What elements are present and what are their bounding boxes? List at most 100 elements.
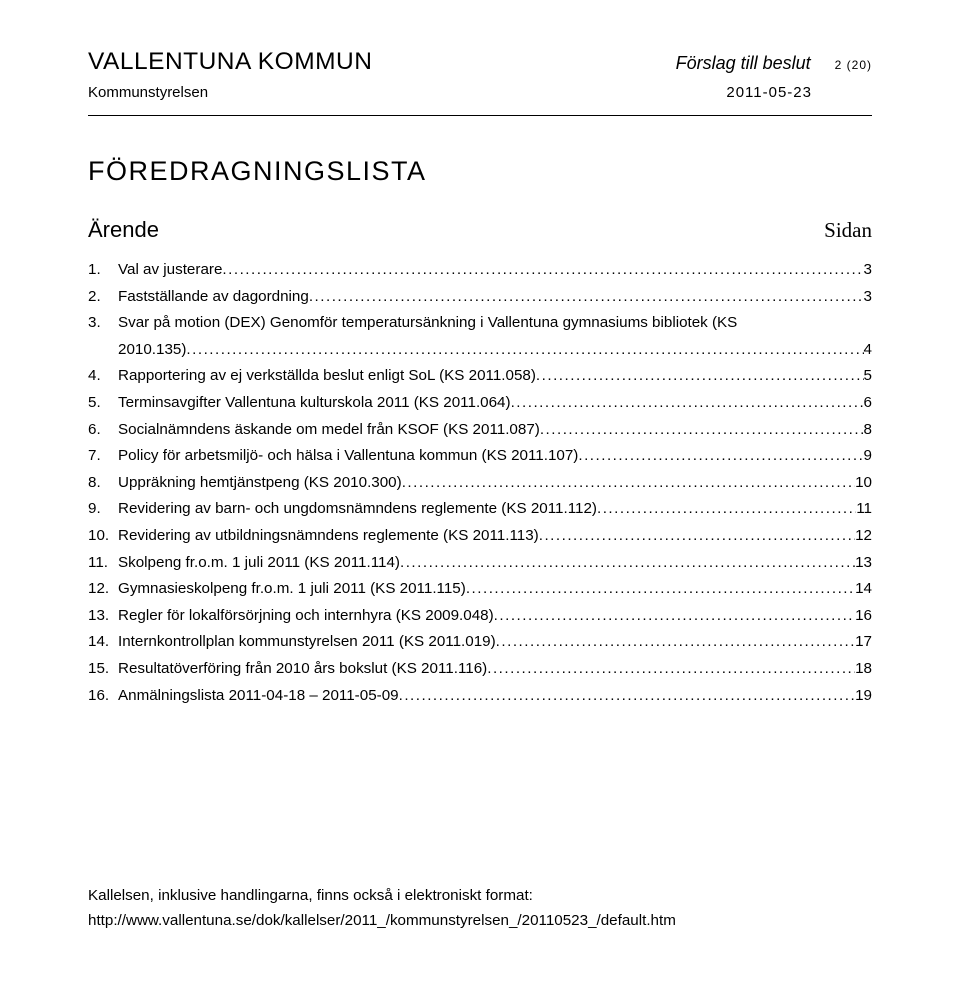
header-divider [88, 115, 872, 116]
agenda-item-title: Revidering av barn- och ungdomsnämndens … [118, 496, 597, 523]
agenda-item-title: Revidering av utbildningsnämndens reglem… [118, 523, 539, 550]
agenda-item-title: Svar på motion (DEX) Genomför temperatur… [118, 310, 737, 337]
agenda-item-title: Terminsavgifter Vallentuna kulturskola 2… [118, 390, 511, 417]
agenda-item-line2: 2010.135) 4 [118, 337, 872, 364]
agenda-item-number: 16. [88, 683, 118, 710]
agenda-item-number: 4. [88, 363, 118, 390]
agenda-item-page: 3 [864, 257, 872, 284]
leader-dots [496, 629, 855, 656]
committee-name: Kommunstyrelsen [88, 84, 208, 101]
agenda-item-number: 15. [88, 656, 118, 683]
agenda-item-number: 6. [88, 417, 118, 444]
organization-name: VALLENTUNA KOMMUN [88, 48, 372, 76]
agenda-item-title-cont: 2010.135) [118, 337, 186, 364]
agenda-item-number: 11. [88, 550, 118, 577]
agenda-item-number: 14. [88, 629, 118, 656]
agenda-item: 12.Gymnasieskolpeng fr.o.m. 1 juli 2011 … [88, 576, 872, 603]
agenda-item: 9.Revidering av barn- och ungdomsnämnden… [88, 496, 872, 523]
document-page: VALLENTUNA KOMMUN Förslag till beslut 2 … [0, 0, 960, 983]
agenda-item-title: Gymnasieskolpeng fr.o.m. 1 juli 2011 (KS… [118, 576, 466, 603]
agenda-item: 14.Internkontrollplan kommunstyrelsen 20… [88, 629, 872, 656]
agenda-item-title: Val av justerare [118, 257, 222, 284]
leader-dots [540, 417, 864, 444]
agenda-item-page: 17 [855, 629, 872, 656]
leader-dots [494, 603, 855, 630]
leader-dots [578, 443, 863, 470]
agenda-list: 1.Val av justerare 32.Fastställande av d… [88, 257, 872, 709]
agenda-item-line1: 3.Svar på motion (DEX) Genomför temperat… [88, 310, 872, 337]
page-footer: Kallelsen, inklusive handlingarna, finns… [88, 884, 872, 933]
agenda-item-title: Uppräkning hemtjänstpeng (KS 2010.300) [118, 470, 402, 497]
agenda-item-number: 8. [88, 470, 118, 497]
agenda-item: 11.Skolpeng fr.o.m. 1 juli 2011 (KS 2011… [88, 550, 872, 577]
agenda-item: 5.Terminsavgifter Vallentuna kulturskola… [88, 390, 872, 417]
agenda-item-title: Skolpeng fr.o.m. 1 juli 2011 (KS 2011.11… [118, 550, 400, 577]
agenda-item: 1.Val av justerare 3 [88, 257, 872, 284]
page-count: 2 (20) [835, 58, 872, 72]
agenda-item-page: 6 [864, 390, 872, 417]
leader-dots [539, 523, 855, 550]
agenda-item: 2.Fastställande av dagordning 3 [88, 284, 872, 311]
leader-dots [402, 470, 855, 497]
proposal-label: Förslag till beslut [676, 53, 811, 74]
leader-dots [399, 683, 856, 710]
agenda-item-page: 11 [856, 496, 872, 523]
header-row-2: Kommunstyrelsen 2011-05-23 [88, 84, 872, 101]
agenda-item: 15.Resultatöverföring från 2010 års boks… [88, 656, 872, 683]
agenda-item-title: Resultatöverföring från 2010 års bokslut… [118, 656, 487, 683]
agenda-item-number: 5. [88, 390, 118, 417]
agenda-item-page: 3 [864, 284, 872, 311]
agenda-item-number: 12. [88, 576, 118, 603]
footer-line2: http://www.vallentuna.se/dok/kallelser/2… [88, 909, 872, 933]
agenda-item-page: 4 [864, 337, 872, 364]
footer-line1: Kallelsen, inklusive handlingarna, finns… [88, 884, 872, 908]
agenda-item-title: Policy för arbetsmiljö- och hälsa i Vall… [118, 443, 578, 470]
agenda-item-title: Rapportering av ej verkställda beslut en… [118, 363, 536, 390]
agenda-item-number: 13. [88, 603, 118, 630]
leader-dots [186, 337, 863, 364]
agenda-item-page: 16 [855, 603, 872, 630]
list-title: FÖREDRAGNINGSLISTA [88, 156, 872, 187]
leader-dots [487, 656, 855, 683]
header-row-1: VALLENTUNA KOMMUN Förslag till beslut 2 … [88, 48, 872, 76]
leader-dots [511, 390, 864, 417]
agenda-item-number: 10. [88, 523, 118, 550]
agenda-item-title: Internkontrollplan kommunstyrelsen 2011 … [118, 629, 496, 656]
agenda-item-page: 5 [864, 363, 872, 390]
agenda-item-title: Socialnämndens äskande om medel från KSO… [118, 417, 540, 444]
agenda-item: 4.Rapportering av ej verkställda beslut … [88, 363, 872, 390]
agenda-item-number: 9. [88, 496, 118, 523]
agenda-item-number: 1. [88, 257, 118, 284]
agenda-item-title: Regler för lokalförsörjning och internhy… [118, 603, 494, 630]
column-header-item: Ärende [88, 217, 159, 243]
agenda-item-page: 9 [864, 443, 872, 470]
agenda-item: 8.Uppräkning hemtjänstpeng (KS 2010.300)… [88, 470, 872, 497]
leader-dots [309, 284, 864, 311]
leader-dots [597, 496, 856, 523]
agenda-item: 3.Svar på motion (DEX) Genomför temperat… [88, 310, 872, 363]
leader-dots [536, 363, 864, 390]
leader-dots [466, 576, 855, 603]
header-right: Förslag till beslut 2 (20) [676, 53, 872, 74]
agenda-item-title: Fastställande av dagordning [118, 284, 309, 311]
agenda-item-title: Anmälningslista 2011-04-18 – 2011-05-09 [118, 683, 399, 710]
column-header-page: Sidan [824, 218, 872, 243]
agenda-item-page: 13 [855, 550, 872, 577]
agenda-item: 6.Socialnämndens äskande om medel från K… [88, 417, 872, 444]
leader-dots [222, 257, 863, 284]
agenda-item-page: 14 [855, 576, 872, 603]
agenda-item-number: 7. [88, 443, 118, 470]
agenda-item: 7.Policy för arbetsmiljö- och hälsa i Va… [88, 443, 872, 470]
agenda-item-number: 3. [88, 310, 118, 337]
agenda-item-page: 8 [864, 417, 872, 444]
agenda-item-page: 12 [855, 523, 872, 550]
column-headers: Ärende Sidan [88, 217, 872, 243]
meeting-date: 2011-05-23 [726, 84, 812, 101]
agenda-item-page: 18 [855, 656, 872, 683]
agenda-item: 16.Anmälningslista 2011-04-18 – 2011-05-… [88, 683, 872, 710]
agenda-item-page: 19 [855, 683, 872, 710]
page-header: VALLENTUNA KOMMUN Förslag till beslut 2 … [88, 48, 872, 116]
agenda-item-number: 2. [88, 284, 118, 311]
agenda-item-page: 10 [855, 470, 872, 497]
agenda-item: 10.Revidering av utbildningsnämndens reg… [88, 523, 872, 550]
